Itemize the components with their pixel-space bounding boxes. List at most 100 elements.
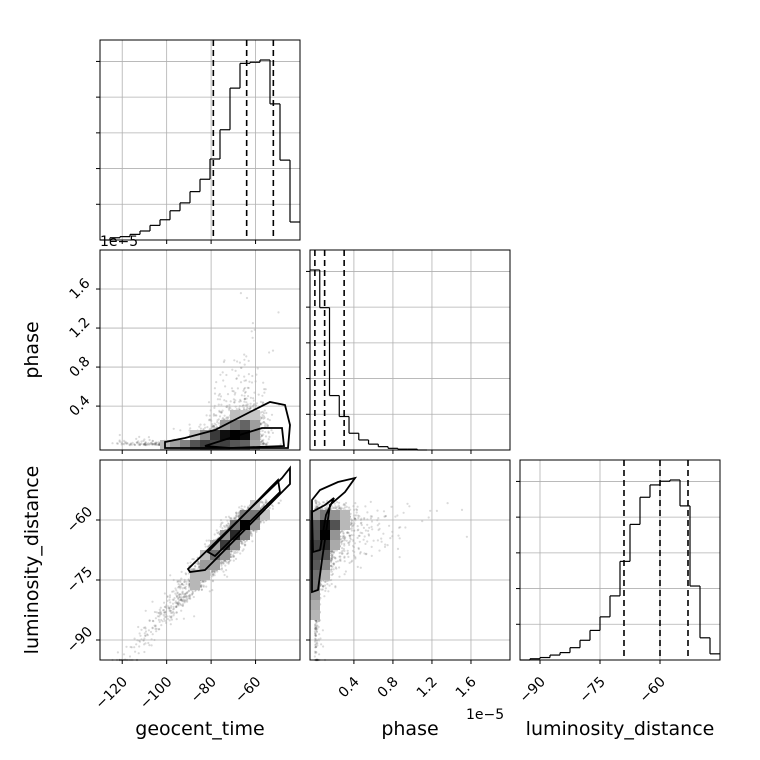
scatter-point — [181, 603, 185, 606]
scatter-point — [205, 585, 208, 588]
scatter-point — [240, 505, 243, 508]
scatter-point — [150, 443, 153, 446]
scatter-point — [208, 418, 211, 421]
scatter-point — [262, 442, 265, 445]
scatter-point — [231, 555, 234, 558]
scatter-point — [222, 360, 225, 364]
scatter-point — [216, 421, 219, 424]
scatter-point — [220, 567, 224, 570]
scatter-point — [146, 443, 149, 446]
scatter-point — [208, 427, 211, 430]
scatter-point — [247, 395, 250, 398]
scatter-point — [158, 442, 161, 445]
scatter-point — [259, 443, 262, 446]
scatter-point — [154, 443, 157, 446]
scatter-point — [174, 592, 177, 595]
scatter-point — [271, 507, 274, 510]
scatter-point — [111, 442, 114, 445]
scatter-point — [262, 442, 265, 445]
scatter-point — [202, 428, 205, 431]
scatter-point — [212, 424, 215, 428]
scatter-point — [213, 571, 216, 575]
scatter-point — [178, 593, 181, 596]
scatter-point — [260, 500, 263, 503]
scatter-point — [151, 443, 154, 446]
scatter-point — [143, 443, 146, 446]
scatter-point — [191, 591, 194, 594]
scatter-point — [171, 602, 175, 605]
scatter-point — [259, 417, 263, 420]
scatter-point — [242, 406, 245, 409]
scatter-point — [172, 608, 175, 611]
scatter-point — [234, 391, 237, 394]
scatter-point — [138, 443, 142, 447]
scatter-point — [219, 373, 222, 376]
scatter-point — [238, 400, 241, 403]
scatter-point — [260, 416, 263, 420]
scatter-point — [157, 443, 160, 447]
scatter-point — [228, 522, 231, 526]
scatter-point — [166, 617, 169, 621]
scatter-point — [172, 610, 175, 614]
scatter-point — [133, 443, 136, 446]
scatter-point — [251, 336, 254, 339]
scatter-point — [180, 577, 183, 580]
scatter-point — [172, 607, 176, 610]
scatter-point — [218, 392, 221, 396]
scatter-point — [215, 529, 218, 532]
scatter-point — [211, 423, 214, 426]
scatter-point — [279, 499, 282, 502]
scatter-point — [232, 390, 235, 393]
scatter-point — [200, 585, 203, 589]
scatter-point — [151, 600, 154, 603]
scatter-point — [163, 601, 166, 604]
scatter-point — [178, 585, 181, 588]
scatter-point — [186, 600, 189, 603]
scatter-point — [172, 427, 175, 430]
scatter-point — [242, 389, 245, 392]
scatter-point — [244, 543, 247, 547]
scatter-point — [149, 442, 153, 445]
scatter-point — [153, 442, 156, 445]
scatter-point — [217, 418, 220, 421]
scatter-point — [142, 439, 145, 442]
scatter-point — [136, 441, 139, 444]
scatter-point — [168, 596, 171, 599]
scatter-point — [264, 499, 267, 502]
scatter-point — [216, 398, 219, 401]
scatter-point — [183, 601, 186, 604]
scatter-point — [239, 398, 242, 401]
scatter-point — [153, 443, 156, 446]
scatter-point — [212, 570, 215, 573]
scatter-point — [243, 540, 247, 544]
scatter-point — [189, 561, 192, 564]
scatter-point — [219, 395, 223, 398]
scatter-point — [191, 592, 194, 595]
scatter-point — [227, 560, 230, 563]
scatter-point — [168, 598, 171, 602]
scatter-point — [197, 560, 200, 563]
scatter-point — [225, 561, 228, 564]
scatter-point — [178, 585, 181, 588]
scatter-point — [158, 443, 161, 446]
scatter-point — [264, 431, 267, 434]
scatter-point — [198, 562, 201, 565]
scatter-point — [223, 418, 226, 421]
scatter-point — [164, 613, 167, 616]
scatter-point — [138, 632, 141, 635]
scatter-point — [217, 532, 220, 535]
scatter-point — [243, 544, 246, 547]
scatter-point — [220, 411, 223, 414]
scatter-point — [188, 596, 191, 599]
scatter-point — [176, 595, 179, 598]
scatter-point — [239, 400, 242, 403]
scatter-point — [190, 593, 194, 596]
scatter-point — [175, 602, 178, 605]
scatter-point — [221, 560, 224, 563]
scatter-point — [234, 557, 238, 561]
scatter-point — [229, 556, 232, 559]
scatter-point — [183, 595, 186, 598]
scatter-point — [235, 515, 238, 519]
scatter-point — [148, 443, 151, 446]
scatter-point — [156, 443, 159, 446]
